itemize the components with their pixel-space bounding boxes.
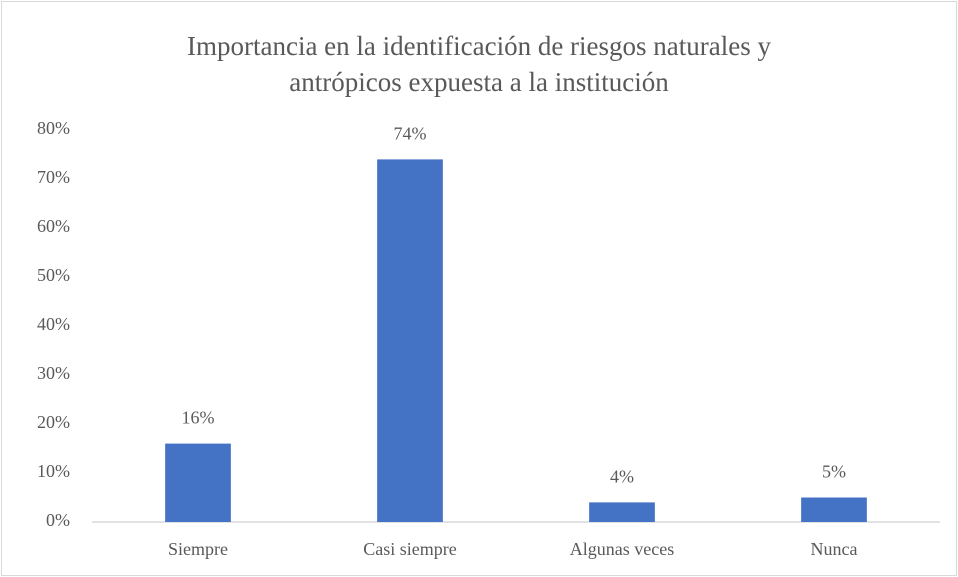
y-tick-label: 20% — [37, 412, 70, 432]
x-tick-label: Algunas veces — [570, 539, 674, 559]
data-label: 5% — [822, 462, 846, 482]
bar — [377, 159, 443, 522]
data-label: 74% — [394, 124, 427, 144]
x-tick-label: Nunca — [811, 539, 858, 559]
bar — [801, 497, 867, 522]
chart-title: Importancia en la identificación de ries… — [186, 31, 772, 97]
y-tick-label: 40% — [37, 314, 70, 334]
bar — [165, 443, 231, 522]
y-tick-label: 60% — [37, 216, 70, 236]
data-label: 16% — [182, 408, 215, 428]
x-tick-label: Siempre — [168, 539, 228, 559]
bar — [589, 502, 655, 522]
y-tick-label: 0% — [46, 510, 70, 530]
data-label: 4% — [610, 467, 634, 487]
y-tick-label: 80% — [37, 118, 70, 138]
y-tick-label: 10% — [37, 461, 70, 481]
y-tick-label: 30% — [37, 363, 70, 383]
x-tick-label: Casi siempre — [363, 539, 456, 559]
y-tick-label: 50% — [37, 265, 70, 285]
y-tick-label: 70% — [37, 167, 70, 187]
